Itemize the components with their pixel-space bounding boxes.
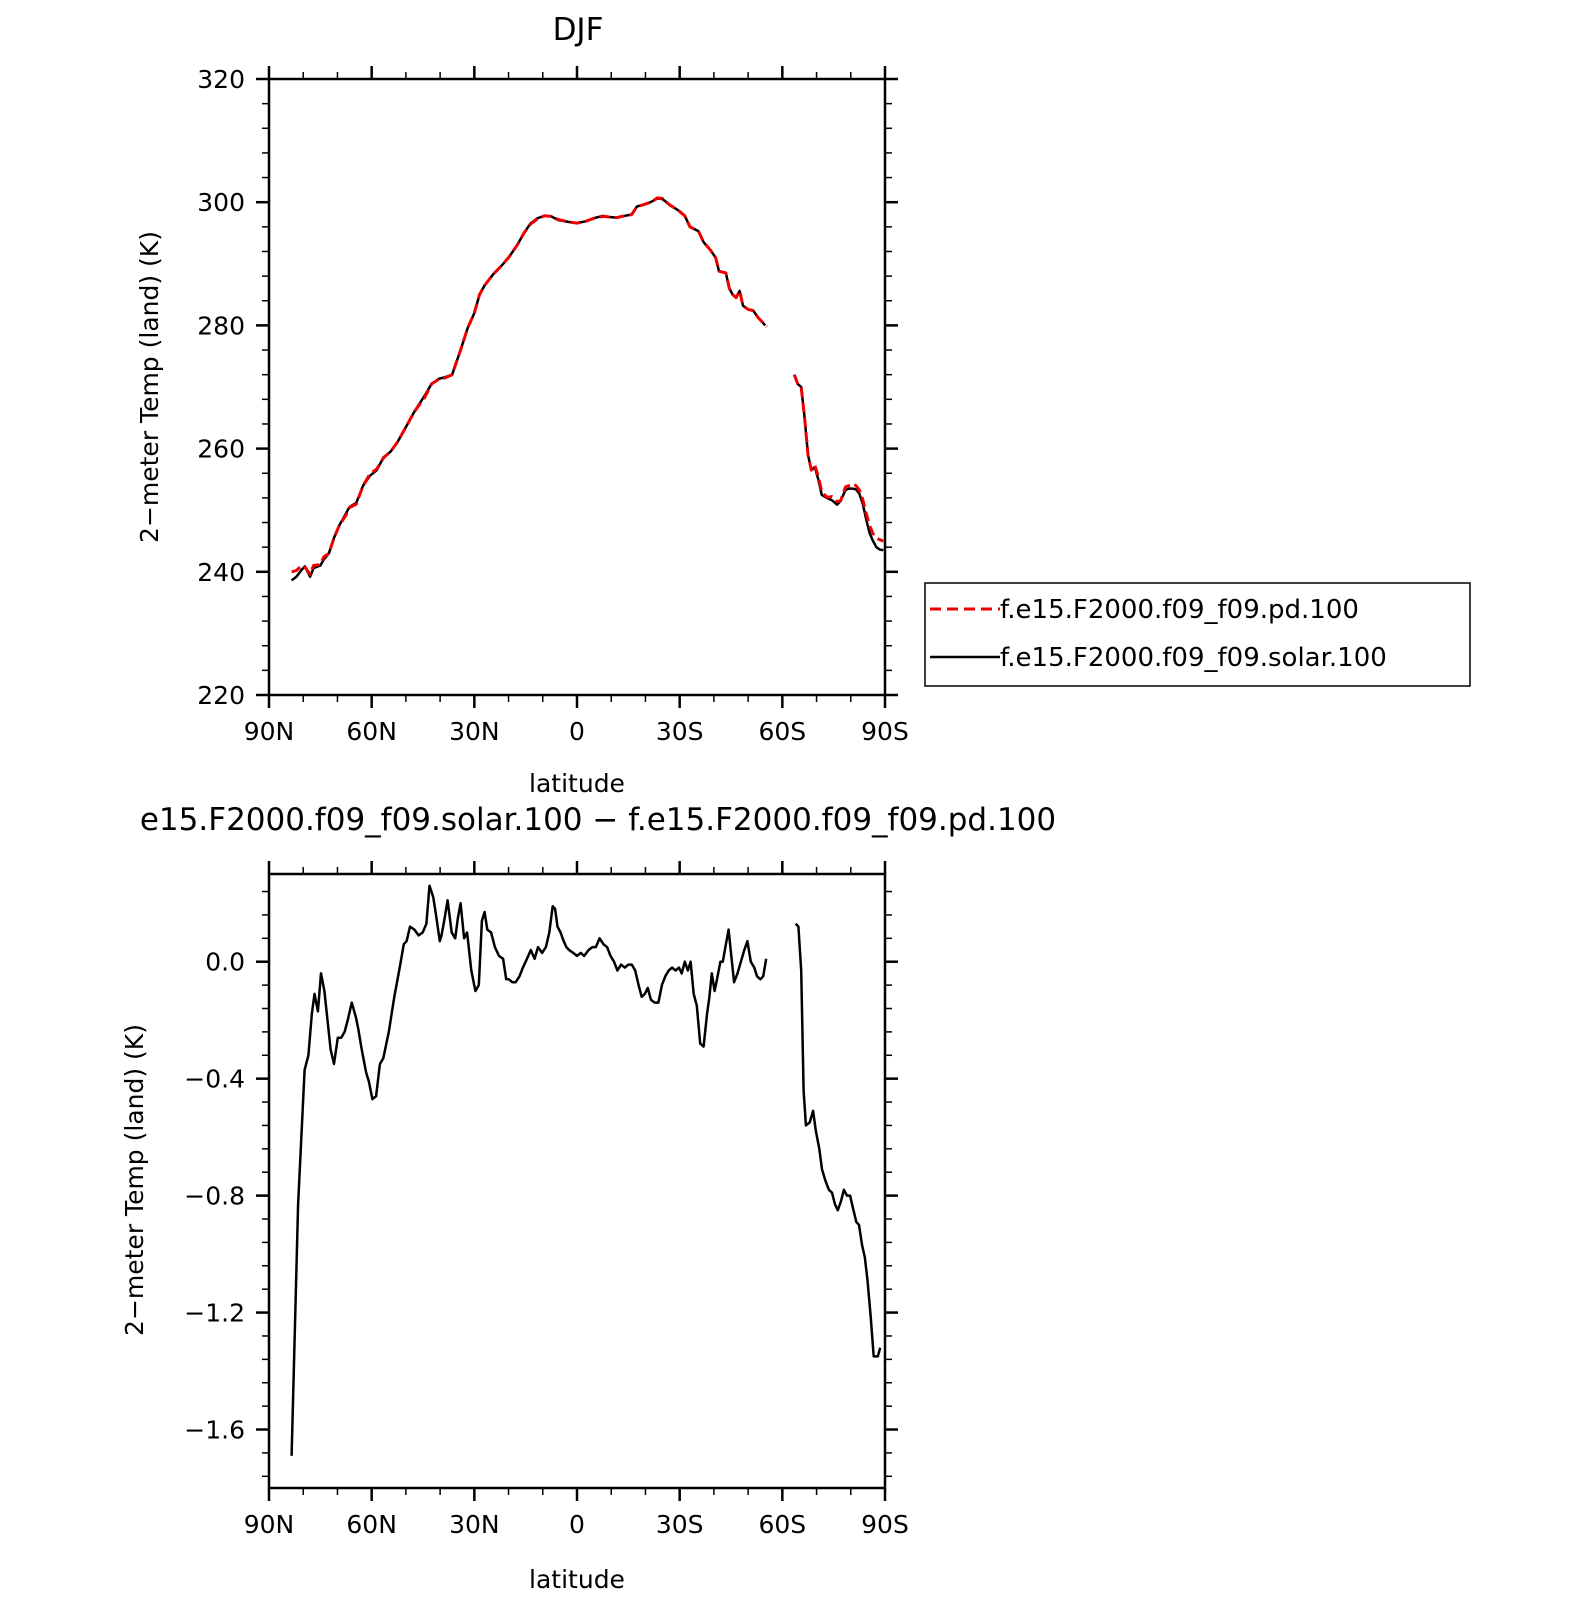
y-tick-label: −1.6 (184, 1416, 245, 1445)
x-tick-label: 0 (569, 1510, 585, 1539)
tick-marks (256, 66, 898, 708)
plot-frame (267, 872, 887, 1490)
y-tick-label: 0.0 (205, 948, 245, 977)
series-line (290, 197, 767, 582)
x-tick-label: 30S (656, 1510, 704, 1539)
x-tick-label: 90S (861, 1510, 909, 1539)
y-tick-label: −0.8 (184, 1182, 245, 1211)
x-tick-label: 90N (244, 1510, 295, 1539)
series-line (792, 374, 884, 543)
series-line (290, 884, 768, 1456)
y-tick-label: 280 (197, 311, 245, 340)
y-tick-label: 260 (197, 435, 245, 464)
x-tick-label: 60S (758, 717, 806, 746)
plot-frame (267, 77, 887, 697)
legend-label-solar: f.e15.F2000.f09_f09.solar.100 (1000, 643, 1387, 673)
y-tick-label: 220 (197, 681, 245, 710)
x-tick-label: 90S (861, 717, 909, 746)
y-tick-labels: 220 240 260 280 300 320 (197, 65, 245, 710)
chart-title: e15.F2000.f09_f09.solar.100 − f.e15.F200… (140, 802, 1056, 838)
chart-title: DJF (553, 12, 604, 48)
x-tick-labels: 90N 60N 30N 0 30S 60S 90S (244, 1510, 909, 1539)
series-lines (290, 196, 884, 582)
x-axis-label: latitude (529, 769, 625, 798)
y-tick-labels: −1.6 −1.2 −0.8 −0.4 0.0 (184, 948, 245, 1445)
chart-panel-difference: e15.F2000.f09_f09.solar.100 − f.e15.F200… (120, 802, 1056, 1594)
series-lines (290, 884, 882, 1456)
y-tick-label: 320 (197, 65, 245, 94)
y-tick-label: 300 (197, 188, 245, 217)
y-axis-label: 2−meter Temp (land) (K) (135, 231, 164, 543)
series-line (291, 196, 768, 576)
x-tick-label: 60N (346, 717, 397, 746)
x-tick-label: 90N (244, 717, 295, 746)
legend: f.e15.F2000.f09_f09.pd.100 f.e15.F2000.f… (924, 582, 1471, 687)
x-tick-label: 30N (449, 1510, 500, 1539)
x-tick-label: 60N (346, 1510, 397, 1539)
x-axis-label: latitude (529, 1565, 625, 1594)
y-tick-label: −1.2 (184, 1299, 245, 1328)
y-tick-label: 240 (197, 558, 245, 587)
x-tick-label: 60S (758, 1510, 806, 1539)
chart-panel-djf: DJF 90N 60N 30N 0 30S 60S 90S 220 240 260 280 300 3… (135, 12, 1471, 798)
x-tick-label: 0 (569, 717, 585, 746)
x-tick-label: 30N (449, 717, 500, 746)
series-line (794, 922, 882, 1358)
series-line (793, 374, 884, 552)
legend-box (924, 582, 1471, 687)
y-tick-label: −0.4 (184, 1065, 245, 1094)
x-tick-label: 30S (656, 717, 704, 746)
legend-label-pd: f.e15.F2000.f09_f09.pd.100 (1000, 595, 1359, 625)
x-tick-labels: 90N 60N 30N 0 30S 60S 90S (244, 717, 909, 746)
y-axis-label: 2−meter Temp (land) (K) (120, 1024, 149, 1336)
